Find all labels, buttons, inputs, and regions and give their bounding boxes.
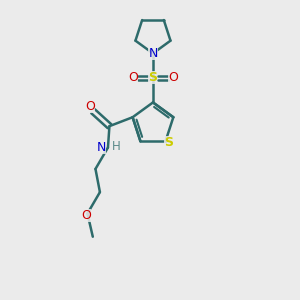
Text: O: O [85,100,95,113]
Text: S: S [164,136,173,149]
Text: S: S [148,71,158,84]
Text: O: O [128,71,138,84]
Text: N: N [97,141,106,154]
Text: H: H [112,140,121,154]
Text: O: O [168,71,178,84]
Text: N: N [148,47,158,60]
Text: O: O [81,208,91,221]
